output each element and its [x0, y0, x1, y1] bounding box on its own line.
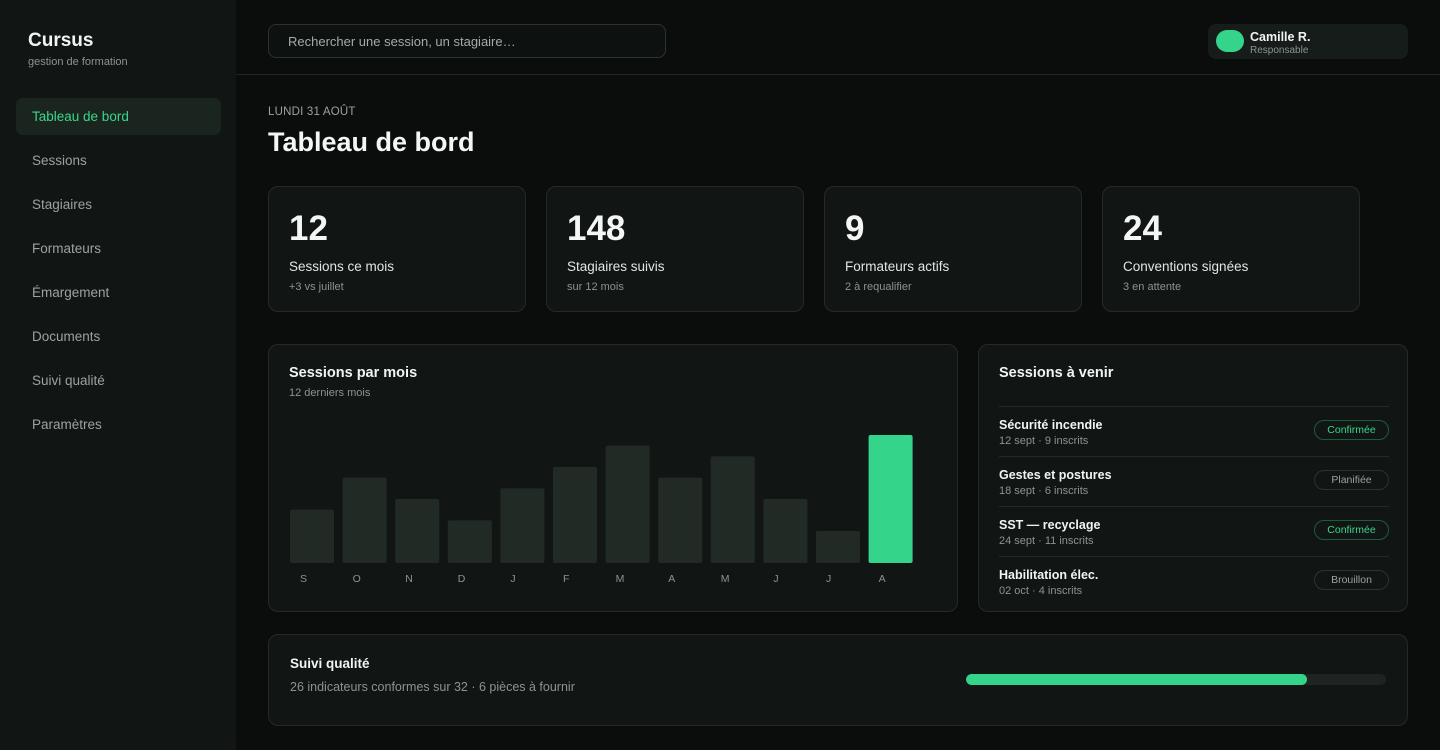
- x-tick-label: D: [458, 573, 466, 585]
- kpi-sub: 2 à requalifier: [845, 281, 912, 293]
- sidebar-item-parametres[interactable]: Paramètres: [16, 406, 221, 443]
- chart-title: Sessions par mois: [289, 365, 418, 381]
- sidebar-item-stagiaires[interactable]: Stagiaires: [16, 186, 221, 223]
- sidebar-item-label: Formateurs: [32, 241, 102, 256]
- kpi-label: Stagiaires suivis: [567, 259, 665, 274]
- kpi-sub: +3 vs juillet: [289, 281, 344, 293]
- chart-bar: [395, 499, 440, 563]
- quality-title: Suivi qualité: [290, 656, 370, 671]
- quality-panel: Suivi qualité 26 indicateurs conformes s…: [268, 634, 1408, 726]
- x-tick-label: J: [826, 573, 831, 585]
- kpi-card-conventions: 24 Conventions signées 3 en attente: [1102, 186, 1360, 312]
- app-name: Cursus: [28, 30, 94, 51]
- chart-bar: [500, 488, 545, 563]
- x-tick-label: M: [721, 573, 730, 585]
- chart-bar: [447, 520, 492, 563]
- upcoming-sessions-panel: Sessions à venir Sécurité incendie 12 se…: [978, 344, 1408, 612]
- list-item[interactable]: Sécurité incendie 12 sept · 9 inscrits C…: [999, 406, 1389, 456]
- search-input[interactable]: [268, 24, 666, 58]
- chart-bar: [658, 477, 703, 563]
- session-name: SST — recyclage: [999, 518, 1101, 532]
- quality-progress-fill: [966, 674, 1308, 685]
- kpi-sub: 3 en attente: [1123, 281, 1182, 293]
- sidebar-item-documents[interactable]: Documents: [16, 318, 221, 355]
- kpi-label: Formateurs actifs: [845, 259, 950, 274]
- session-list: Sécurité incendie 12 sept · 9 inscrits C…: [999, 406, 1389, 606]
- sidebar-item-emargement[interactable]: Émargement: [16, 274, 221, 311]
- session-meta: 02 oct · 4 inscrits: [999, 585, 1083, 597]
- sidebar-nav: Tableau de bord Sessions Stagiaires Form…: [16, 98, 221, 450]
- sidebar: Cursus gestion de formation Tableau de b…: [0, 0, 236, 750]
- chart-bar: [290, 509, 334, 563]
- x-tick-label: J: [773, 573, 778, 585]
- kpi-value: 24: [1123, 209, 1162, 248]
- current-date: LUNDI 31 AOÛT: [268, 106, 356, 118]
- sidebar-item-label: Sessions: [32, 153, 87, 168]
- x-tick-label: N: [405, 573, 413, 585]
- x-tick-label: F: [563, 573, 569, 585]
- list-item[interactable]: SST — recyclage 24 sept · 11 inscrits Co…: [999, 506, 1389, 556]
- list-item[interactable]: Gestes et postures 18 sept · 6 inscrits …: [999, 456, 1389, 506]
- kpi-card-formateurs: 9 Formateurs actifs 2 à requalifier: [824, 186, 1082, 312]
- x-tick-label: J: [510, 573, 515, 585]
- chart-bar: [816, 531, 860, 563]
- sidebar-item-label: Émargement: [32, 285, 110, 300]
- session-meta: 24 sept · 11 inscrits: [999, 535, 1094, 547]
- chart-bar: [868, 435, 913, 563]
- kpi-card-sessions: 12 Sessions ce mois +3 vs juillet: [268, 186, 526, 312]
- chart-bar: [710, 456, 755, 563]
- kpi-value: 148: [567, 209, 626, 248]
- status-badge: Planifiée: [1314, 470, 1389, 490]
- page-title: Tableau de bord: [268, 127, 475, 157]
- sidebar-item-label: Tableau de bord: [32, 109, 129, 124]
- user-name: Camille R.: [1250, 30, 1311, 44]
- chart-bar: [342, 477, 387, 563]
- quality-summary: 26 indicateurs conformes sur 32 · 6 pièc…: [290, 680, 575, 694]
- topbar: Camille R. Responsable: [236, 0, 1440, 75]
- x-tick-label: A: [879, 573, 886, 585]
- sidebar-item-label: Paramètres: [32, 417, 102, 432]
- status-badge: Brouillon: [1314, 570, 1389, 590]
- sidebar-item-formateurs[interactable]: Formateurs: [16, 230, 221, 267]
- upcoming-title: Sessions à venir: [999, 365, 1114, 381]
- app-tagline: gestion de formation: [28, 56, 128, 68]
- session-name: Habilitation élec.: [999, 568, 1099, 582]
- chart-bar: [605, 445, 650, 563]
- kpi-card-stagiaires: 148 Stagiaires suivis sur 12 mois: [546, 186, 804, 312]
- quality-progress-bar: [966, 674, 1386, 685]
- sidebar-item-suivi-qualite[interactable]: Suivi qualité: [16, 362, 221, 399]
- sidebar-item-label: Documents: [32, 329, 101, 344]
- x-tick-label: S: [300, 573, 307, 585]
- chart-bar: [763, 499, 808, 563]
- kpi-sub: sur 12 mois: [567, 281, 624, 293]
- list-item[interactable]: Habilitation élec. 02 oct · 4 inscrits B…: [999, 556, 1389, 606]
- chart-subtitle: 12 derniers mois: [289, 387, 371, 399]
- x-tick-label: M: [616, 573, 625, 585]
- kpi-value: 9: [845, 209, 865, 248]
- avatar: [1216, 30, 1244, 52]
- sessions-chart-panel: Sessions par mois 12 derniers mois S O N D J…: [268, 344, 958, 612]
- user-menu[interactable]: Camille R. Responsable: [1208, 24, 1408, 59]
- user-role: Responsable: [1250, 45, 1309, 56]
- session-meta: 18 sept · 6 inscrits: [999, 485, 1089, 497]
- sidebar-item-sessions[interactable]: Sessions: [16, 142, 221, 179]
- x-tick-label: A: [668, 573, 675, 585]
- sidebar-item-label: Stagiaires: [32, 197, 93, 212]
- sidebar-item-tableau-de-bord[interactable]: Tableau de bord: [16, 98, 221, 135]
- session-meta: 12 sept · 9 inscrits: [999, 435, 1089, 447]
- session-name: Gestes et postures: [999, 468, 1112, 482]
- chart-bar: [553, 467, 597, 563]
- kpi-label: Sessions ce mois: [289, 259, 395, 274]
- kpi-value: 12: [289, 209, 328, 248]
- sidebar-item-label: Suivi qualité: [32, 373, 105, 388]
- x-tick-label: O: [353, 573, 361, 585]
- kpi-label: Conventions signées: [1123, 259, 1249, 274]
- status-badge: Confirmée: [1314, 420, 1389, 440]
- session-name: Sécurité incendie: [999, 418, 1103, 432]
- brand: Cursus gestion de formation: [28, 30, 128, 68]
- status-badge: Confirmée: [1314, 520, 1389, 540]
